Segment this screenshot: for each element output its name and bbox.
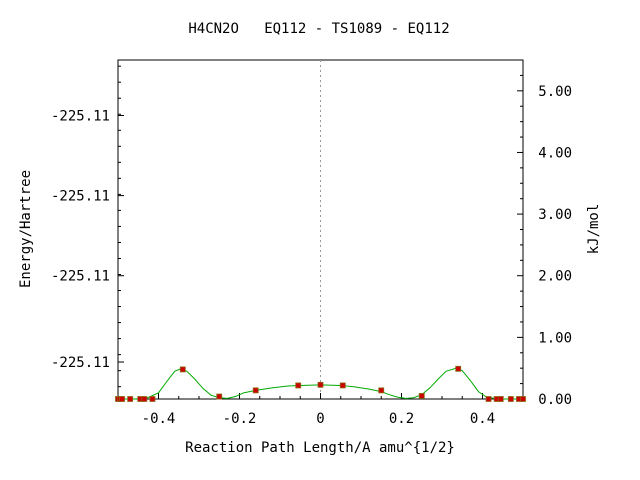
y-right-tick-label: 0.00 — [538, 392, 572, 408]
data-point — [295, 382, 302, 389]
y-right-tick-label: 2.00 — [538, 269, 572, 285]
y2-axis-label: kJ/mol — [586, 204, 602, 255]
y-right-tick-label: 5.00 — [538, 84, 572, 100]
chart-title: H4CN2O EQ112 - TS1089 - EQ112 — [188, 21, 449, 37]
data-points — [115, 365, 526, 402]
data-point — [119, 396, 125, 402]
x-tick-label: -0.2 — [223, 411, 257, 427]
y-right-tick-label: 1.00 — [538, 330, 572, 346]
data-point — [418, 393, 425, 399]
data-point — [127, 396, 134, 402]
data-point — [339, 382, 346, 389]
y-right-tick-label: 3.00 — [538, 207, 572, 223]
data-point — [497, 396, 504, 402]
data-point — [216, 393, 223, 400]
y-axis-label: Energy/Hartree — [18, 170, 34, 288]
data-point — [179, 366, 186, 373]
y-left-tick-label: -225.11 — [51, 189, 110, 205]
y-left-tick-label: -225.11 — [51, 108, 110, 124]
x-tick-label: 0.4 — [470, 411, 495, 427]
y-left-axis-ticks: -225.11 -225.11 -225.11 -225.11 — [51, 65, 124, 388]
data-point — [455, 365, 462, 372]
data-point — [378, 387, 385, 394]
plot-area: -0.4 -0.2 0 0.2 0.4 -225.11-225.11-225.11-22… — [51, 59, 572, 427]
x-tick-label: 0.2 — [389, 411, 414, 427]
data-point — [149, 396, 156, 402]
data-point — [317, 381, 324, 388]
y-left-tick-label: -225.11 — [51, 269, 110, 285]
x-axis-ticks: -0.4 -0.2 0 0.2 0.4 — [117, 393, 524, 427]
data-point — [520, 396, 526, 402]
x-tick-label: 0 — [316, 411, 324, 427]
data-point — [141, 396, 148, 402]
y-right-axis-ticks: 0.00 1.00 2.00 3.00 4.00 5.00 — [517, 59, 572, 408]
x-axis-label: Reaction Path Length/A amu^{1/2} — [185, 440, 455, 456]
data-point — [252, 387, 259, 394]
y-left-tick-label: -225.11 — [51, 355, 110, 371]
data-point — [485, 396, 492, 402]
y-right-tick-label: 4.00 — [538, 145, 572, 161]
x-tick-label: -0.4 — [142, 411, 176, 427]
data-point — [507, 396, 514, 402]
